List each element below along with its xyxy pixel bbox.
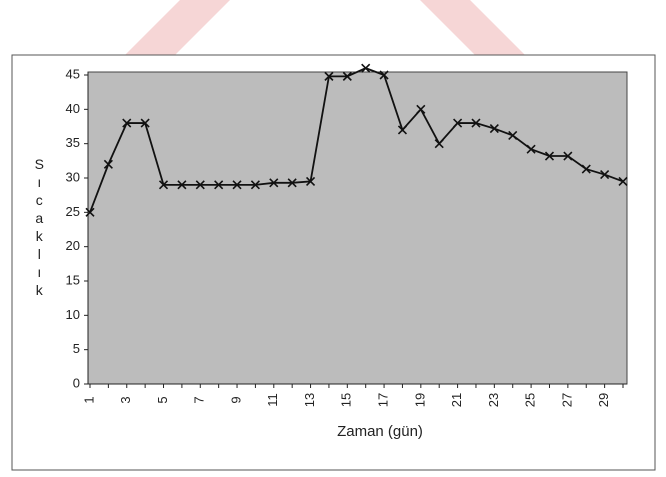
watermark	[420, 0, 530, 60]
y-axis-label: Sıcaklık	[31, 156, 47, 300]
x-tick-label: 11	[265, 393, 280, 407]
marker	[140, 118, 150, 128]
x-tick-label: 15	[339, 393, 354, 407]
x-tick-label: 5	[155, 396, 170, 403]
marker	[158, 180, 169, 190]
marker	[85, 207, 95, 217]
y-tick-label: 5	[73, 341, 80, 356]
x-tick-label: 23	[486, 393, 501, 407]
marker	[324, 71, 334, 81]
marker	[250, 180, 260, 190]
plot-area	[87, 71, 628, 385]
marker	[453, 118, 463, 128]
marker	[563, 151, 573, 161]
marker	[232, 180, 242, 190]
y-tick-label: 40	[66, 101, 80, 116]
x-tick-label: 3	[118, 396, 133, 403]
x-tick-label: 17	[376, 393, 391, 407]
marker	[269, 178, 279, 188]
x-tick-label: 29	[596, 393, 611, 407]
x-tick-label: 25	[523, 393, 538, 407]
marker	[508, 130, 518, 140]
x-axis-label: Zaman (gün)	[337, 423, 423, 440]
marker	[379, 70, 389, 80]
y-tick-label: 35	[66, 135, 80, 150]
marker	[416, 104, 426, 114]
marker	[361, 63, 371, 73]
marker	[103, 159, 113, 169]
y-tick-label: 45	[66, 66, 80, 81]
marker	[305, 176, 316, 186]
y-tick-label: 15	[66, 272, 80, 287]
y-tick-label: 10	[66, 307, 80, 322]
marker	[600, 170, 610, 180]
marker	[526, 144, 536, 154]
x-tick-label: 27	[559, 393, 574, 407]
marker	[122, 118, 132, 128]
marker	[471, 118, 481, 128]
marker	[287, 178, 297, 188]
x-tick-label: 21	[449, 393, 464, 407]
x-tick-label: 19	[412, 393, 427, 407]
marker	[618, 176, 628, 186]
data-line	[89, 67, 624, 213]
y-tick-label: 25	[66, 204, 80, 219]
marker	[195, 180, 205, 190]
marker	[397, 125, 408, 135]
x-tick-label: 13	[302, 393, 317, 407]
x-tick-label: 7	[192, 396, 207, 403]
marker	[489, 123, 499, 134]
marker	[544, 151, 555, 161]
marker	[342, 71, 352, 81]
y-tick-label: 30	[66, 169, 80, 184]
x-tick-label: 9	[228, 396, 243, 403]
marker	[214, 180, 224, 190]
y-tick-label: 20	[66, 238, 80, 253]
x-tick-label: 1	[81, 396, 96, 403]
marker	[581, 164, 591, 174]
watermark	[120, 0, 230, 60]
marker	[434, 139, 444, 149]
y-tick-label: 0	[73, 375, 80, 390]
marker	[177, 180, 187, 190]
